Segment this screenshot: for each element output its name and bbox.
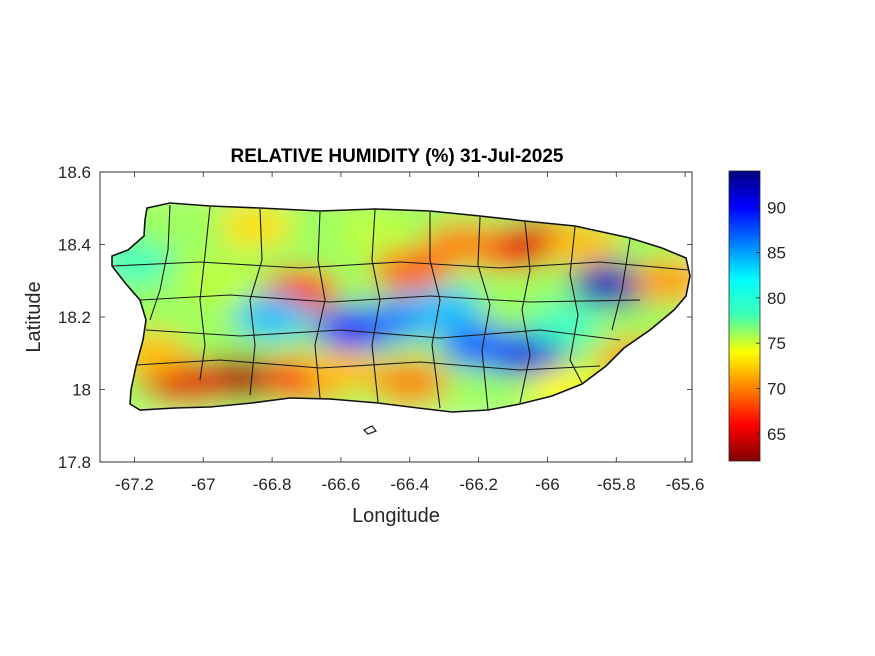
x-tick-label: -66.2 xyxy=(459,475,498,494)
municipality-boundary xyxy=(134,359,601,371)
municipality-boundary xyxy=(139,294,641,303)
municipality-boundary xyxy=(314,211,326,399)
plot-area: -67.2 -67 -66.8 -66.6 -66.4 -66.2 -66 -65.8 -65.… xyxy=(58,163,705,494)
municipality-boundaries xyxy=(112,204,689,411)
y-tick-label: 18 xyxy=(72,381,91,400)
municipality-boundary xyxy=(611,238,631,331)
municipality-boundary xyxy=(519,221,531,404)
colorbar-tick-label: 70 xyxy=(767,380,786,399)
y-tick-label: 18.4 xyxy=(58,236,91,255)
y-tick-label: 18.6 xyxy=(58,163,91,182)
humidity-field xyxy=(112,203,690,412)
humidity-cell xyxy=(406,287,483,332)
colorbar: 65 70 75 80 85 90 xyxy=(728,170,786,462)
x-tick-label: -65.8 xyxy=(597,475,636,494)
colorbar-tick-label: 90 xyxy=(767,198,786,217)
small-island xyxy=(362,425,377,435)
humidity-cell xyxy=(423,222,500,267)
island-coastline xyxy=(111,202,691,413)
colorbar-tick-label: 80 xyxy=(767,289,786,308)
humidity-cell xyxy=(337,211,414,256)
humidity-cell xyxy=(302,349,379,394)
municipality-boundary xyxy=(145,329,621,341)
colorbar-tick-label: 65 xyxy=(767,425,786,444)
municipality-boundary xyxy=(477,216,491,411)
coastline xyxy=(111,202,691,435)
x-tick-label: -66.6 xyxy=(322,475,361,494)
chart-title: RELATIVE HUMIDITY (%) 31-Jul-2025 xyxy=(231,146,564,167)
humidity-cell xyxy=(371,360,448,405)
x-tick-label: -66 xyxy=(535,475,560,494)
y-axis-ticks: 17.8 18 18.2 18.4 18.6 xyxy=(58,163,692,472)
humidity-cell xyxy=(440,324,517,368)
y-tick-label: 18.2 xyxy=(58,308,91,327)
colorbar-scale xyxy=(728,170,761,462)
x-axis-label: Longitude xyxy=(352,505,440,527)
x-tick-label: -67.2 xyxy=(115,475,154,494)
x-tick-label: -66.8 xyxy=(253,475,292,494)
humidity-cell xyxy=(216,204,293,249)
municipality-boundary xyxy=(429,212,441,409)
y-axis-label: Latitude xyxy=(23,281,45,352)
y-tick-label: 17.8 xyxy=(58,453,91,472)
colorbar-ticks: 65 70 75 80 85 90 xyxy=(756,198,786,444)
humidity-cell xyxy=(371,247,448,292)
municipality-boundary xyxy=(199,206,211,381)
x-tick-label: -65.6 xyxy=(666,475,705,494)
humidity-cell xyxy=(543,222,620,267)
x-tick-label: -66.4 xyxy=(390,475,429,494)
municipality-boundary xyxy=(371,209,381,403)
municipality-boundary xyxy=(149,204,171,321)
colorbar-tick-label: 85 xyxy=(767,244,786,263)
municipality-boundary xyxy=(112,261,689,271)
humidity-cell xyxy=(182,258,259,303)
x-tick-label: -67 xyxy=(191,475,216,494)
x-axis-ticks: -67.2 -67 -66.8 -66.6 -66.4 -66.2 -66 -65.8 -65.… xyxy=(115,172,704,494)
municipality-boundary xyxy=(249,208,263,396)
colorbar-tick-label: 75 xyxy=(767,334,786,353)
humidity-cell xyxy=(526,302,603,347)
